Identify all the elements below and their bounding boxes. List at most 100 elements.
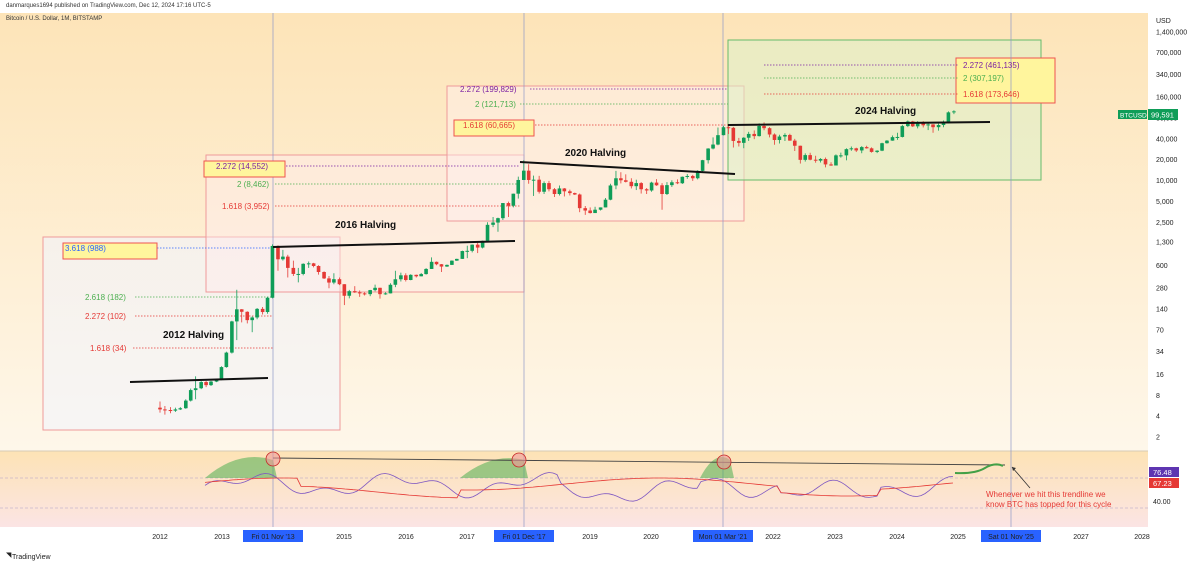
candle-body [408, 274, 413, 280]
candle-body [296, 273, 301, 275]
candle-body [588, 210, 592, 214]
fib-label: 2.272 (461,135) [963, 61, 1020, 70]
candle-body [260, 308, 265, 313]
candle-body [455, 258, 459, 261]
candle-body [654, 182, 659, 186]
candle-body [665, 185, 669, 195]
candle-body [173, 409, 178, 411]
candle-body [255, 308, 259, 318]
candle-body [209, 381, 213, 386]
candle-body [752, 133, 757, 137]
candle-body [506, 203, 511, 206]
trendlines [129, 121, 991, 383]
candle-body [516, 179, 521, 194]
candle-body [834, 155, 838, 166]
candle-body [193, 388, 198, 391]
candle-body [526, 170, 531, 180]
price-badge-value: 99,591 [1151, 111, 1174, 120]
candle-body [547, 183, 551, 190]
y-tick-label: 4 [1156, 414, 1160, 421]
candle-body [393, 279, 398, 285]
y-tick-label: 2,500 [1156, 220, 1174, 227]
candle-body [306, 263, 311, 265]
halving-box [446, 85, 745, 222]
candle-body [869, 148, 874, 152]
x-tick-label: 2024 [889, 534, 905, 541]
y-tick-label: 340,000 [1156, 72, 1181, 79]
candle-body [562, 188, 567, 192]
candle-body [731, 127, 736, 141]
candle-body [204, 382, 208, 386]
fib-label: 2.272 (199,829) [460, 85, 517, 94]
candle-body [347, 291, 352, 296]
candle-body [378, 287, 382, 295]
x-tick-label: 2016 [398, 534, 414, 541]
candle-body [168, 410, 173, 412]
rsi-value-3: 40.00 [1153, 499, 1171, 506]
x-tick-label: 2017 [459, 534, 475, 541]
x-tick-label: 2027 [1073, 534, 1089, 541]
candle-body [322, 271, 326, 279]
x-tick-label: 2013 [214, 534, 230, 541]
candle-body [757, 125, 761, 137]
candle-body [864, 147, 869, 149]
trendline-annotation: Whenever we hit this trendline we know B… [986, 466, 1112, 509]
x-tick-label: Fri 01 Dec '17 [502, 534, 545, 541]
candle-body [568, 191, 572, 194]
candle-body [783, 134, 787, 137]
candle-body [311, 263, 316, 266]
candle-body [158, 407, 162, 410]
candle-body [434, 261, 439, 265]
candle-body [952, 111, 956, 113]
fib-label: 2.272 (102) [85, 312, 126, 321]
candle-body [875, 150, 879, 152]
rsi-value-1: 76.48 [1153, 468, 1172, 477]
candle-body [496, 218, 500, 223]
halving-labels: 2012 Halving 2016 Halving 2020 Halving 2024… [163, 106, 916, 341]
candle-body [854, 148, 859, 151]
fib-label: 2.618 (182) [85, 293, 126, 302]
candle-body [281, 256, 285, 260]
candle-body [936, 125, 941, 128]
candle-body [219, 367, 224, 380]
candle-body [829, 164, 833, 166]
halving-label: 2024 Halving [855, 106, 916, 117]
y-tick-label: 700,000 [1156, 50, 1181, 57]
candle-body [808, 155, 812, 160]
candle-body [583, 208, 588, 211]
halving-boxes [42, 39, 1056, 431]
fib-label: 1.618 (60,665) [463, 121, 515, 130]
x-tick-label: 2028 [1134, 534, 1150, 541]
x-tick-label: 2012 [152, 534, 168, 541]
candle-body [623, 180, 628, 182]
candle-body [649, 182, 654, 191]
candle-body [946, 112, 951, 122]
candle-body [614, 178, 618, 186]
fib-labels: 3.618 (988) 2.618 (182) 2.272 (102) 1.618 (… [62, 61, 1020, 353]
candle-body [675, 182, 680, 184]
date-badge [494, 530, 554, 542]
footer-bar: ◥ TradingView [0, 548, 1200, 563]
y-tick-label: 8 [1156, 393, 1160, 400]
candle-body [823, 158, 828, 165]
rsi-pane-background [0, 451, 1148, 527]
candle-body [188, 390, 193, 401]
footer-brand: ◥ TradingView [6, 552, 51, 561]
rsi-overbought-fill [460, 458, 528, 478]
candle-body [373, 287, 377, 291]
candle-body [767, 128, 772, 135]
y-tick-label: 70 [1156, 327, 1164, 334]
x-tick-label: Fri 01 Nov '13 [251, 534, 294, 541]
candle-body [737, 140, 741, 143]
y-tick-label: 140 [1156, 307, 1168, 314]
candle-body [419, 274, 423, 277]
candle-body [910, 121, 915, 127]
publisher-text: danmarques1694 published on TradingView.… [6, 3, 211, 9]
rsi-top-marker [511, 452, 527, 468]
fib-label: 2 (307,197) [963, 74, 1004, 83]
candle-body [475, 244, 480, 248]
y-tick-label: 2 [1156, 435, 1160, 442]
candle-body [695, 170, 700, 179]
candle-body [362, 293, 367, 295]
